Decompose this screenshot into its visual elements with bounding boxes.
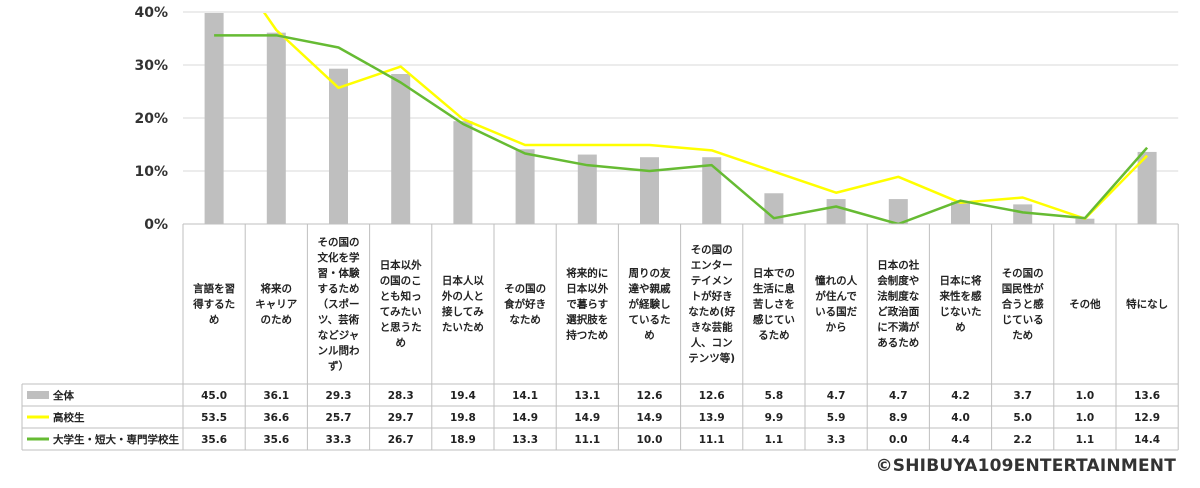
bar: [577, 154, 597, 224]
bar-series-overall: [204, 13, 1157, 224]
data-label: 25.7: [326, 412, 352, 424]
bar: [1013, 204, 1033, 224]
category-label: 日本人以外の人と接してみたいため: [441, 274, 484, 334]
line-series-university: [214, 34, 1149, 224]
y-tick-label: 40%: [134, 5, 168, 21]
category-label: 言語を習得するため: [192, 282, 235, 326]
y-tick-label: 10%: [134, 164, 168, 180]
data-label: 3.7: [1013, 390, 1032, 402]
data-label: 4.2: [951, 390, 970, 402]
data-label: 19.8: [450, 412, 476, 424]
data-label: 13.9: [699, 412, 725, 424]
category-label: 周りの友達や親戚が経験しているため: [629, 266, 671, 341]
bar: [826, 199, 846, 224]
data-label: 4.4: [951, 434, 970, 446]
data-label: 11.1: [699, 434, 725, 446]
data-label: 14.9: [574, 412, 600, 424]
legend-label: 高校生: [53, 411, 85, 424]
bar: [329, 68, 348, 224]
bar: [266, 32, 286, 224]
category-label: 日本に将来性を感じないため: [939, 274, 982, 334]
y-tick-label: 30%: [134, 58, 168, 74]
data-label: 14.4: [1134, 434, 1160, 446]
category-label: 憧れの人が住んでいる国だから: [815, 274, 857, 334]
data-label: 28.3: [388, 390, 414, 402]
data-label: 36.6: [263, 412, 289, 424]
data-label: 26.7: [388, 434, 414, 446]
bar: [515, 149, 535, 224]
data-label: 1.1: [1076, 434, 1095, 446]
data-label: 12.6: [637, 390, 663, 402]
data-label: 9.9: [765, 412, 784, 424]
data-label: 14.9: [637, 412, 663, 424]
data-label: 13.6: [1134, 390, 1160, 402]
data-label: 3.3: [827, 434, 846, 446]
bar: [640, 157, 659, 224]
data-label: 5.8: [765, 390, 784, 402]
copyright-credit: ©SHIBUYA109ENTERTAINMENT: [875, 456, 1176, 476]
bar: [888, 199, 908, 224]
category-label: その国の国民性が合うと感じているため: [1001, 267, 1044, 341]
bar: [951, 201, 970, 224]
data-label: 1.0: [1076, 390, 1095, 402]
data-label: 4.0: [951, 412, 970, 424]
data-label: 29.7: [388, 412, 414, 424]
data-label: 5.9: [827, 412, 846, 424]
legend-label: 全体: [52, 389, 74, 402]
data-label: 29.3: [326, 390, 352, 402]
bar: [391, 74, 411, 224]
data-label: 18.9: [450, 434, 476, 446]
data-label: 14.9: [512, 412, 538, 424]
y-tick-label: 0%: [144, 217, 168, 233]
data-label: 2.2: [1013, 434, 1032, 446]
category-label: 日本以外の国のことも知ってみたいと思うため: [380, 259, 422, 350]
data-label: 1.0: [1076, 412, 1095, 424]
data-label: 12.9: [1134, 412, 1160, 424]
bar: [204, 13, 224, 224]
category-label: 日本の社会制度や法制度など政治面に不満があるため: [877, 259, 919, 350]
legend-label: 大学生・短大・専門学校生: [53, 433, 179, 446]
data-label: 8.9: [889, 412, 908, 424]
bar: [453, 121, 473, 224]
data-label: 4.7: [827, 390, 846, 402]
data-label: 12.6: [699, 390, 725, 402]
category-label: 日本での生活に息苦しさを感じているため: [753, 266, 795, 341]
data-table: 言語を習得するため将来のキャリアのためその国の文化を学習・体験するため（スポーツ…: [21, 223, 1179, 451]
line-series: [214, 13, 1149, 224]
bar: [1075, 218, 1095, 224]
data-label: 19.4: [450, 390, 476, 402]
data-label: 0.0: [889, 434, 908, 446]
data-label: 4.7: [889, 390, 908, 402]
data-label: 1.1: [765, 434, 784, 446]
data-label: 35.6: [201, 434, 227, 446]
y-tick-label: 20%: [134, 111, 168, 127]
category-label: 将来のキャリアのため: [255, 282, 297, 326]
data-label: 53.5: [201, 412, 227, 424]
data-label: 33.3: [326, 434, 352, 446]
data-label: 14.1: [512, 390, 538, 402]
data-label: 13.1: [574, 390, 600, 402]
data-label: 35.6: [263, 434, 289, 446]
category-label: 将来的に日本以外で暮らす選択肢を持つため: [566, 266, 608, 341]
legend-key-bar: [27, 391, 49, 399]
category-label: その他: [1069, 297, 1101, 310]
data-label: 10.0: [637, 434, 663, 446]
bar: [702, 157, 722, 224]
data-label: 13.3: [512, 434, 538, 446]
category-label: 特になし: [1126, 297, 1168, 310]
category-label: その国のエンターテイメントが好きなため(好きな芸能人、コンテンツ等): [688, 244, 735, 365]
data-label: 45.0: [201, 390, 227, 402]
data-label: 5.0: [1013, 412, 1032, 424]
data-label: 36.1: [263, 390, 289, 402]
bar: [1137, 151, 1157, 224]
y-axis: 0% 10% 20% 30% 40%: [134, 5, 168, 233]
category-label: その国の文化を学習・体験するため（スポーツ、芸術などジャンル問わず）: [317, 236, 360, 372]
line-series-highschool: [262, 13, 1148, 220]
category-label: その国の食が好きなため: [503, 283, 546, 326]
data-label: 11.1: [574, 434, 600, 446]
